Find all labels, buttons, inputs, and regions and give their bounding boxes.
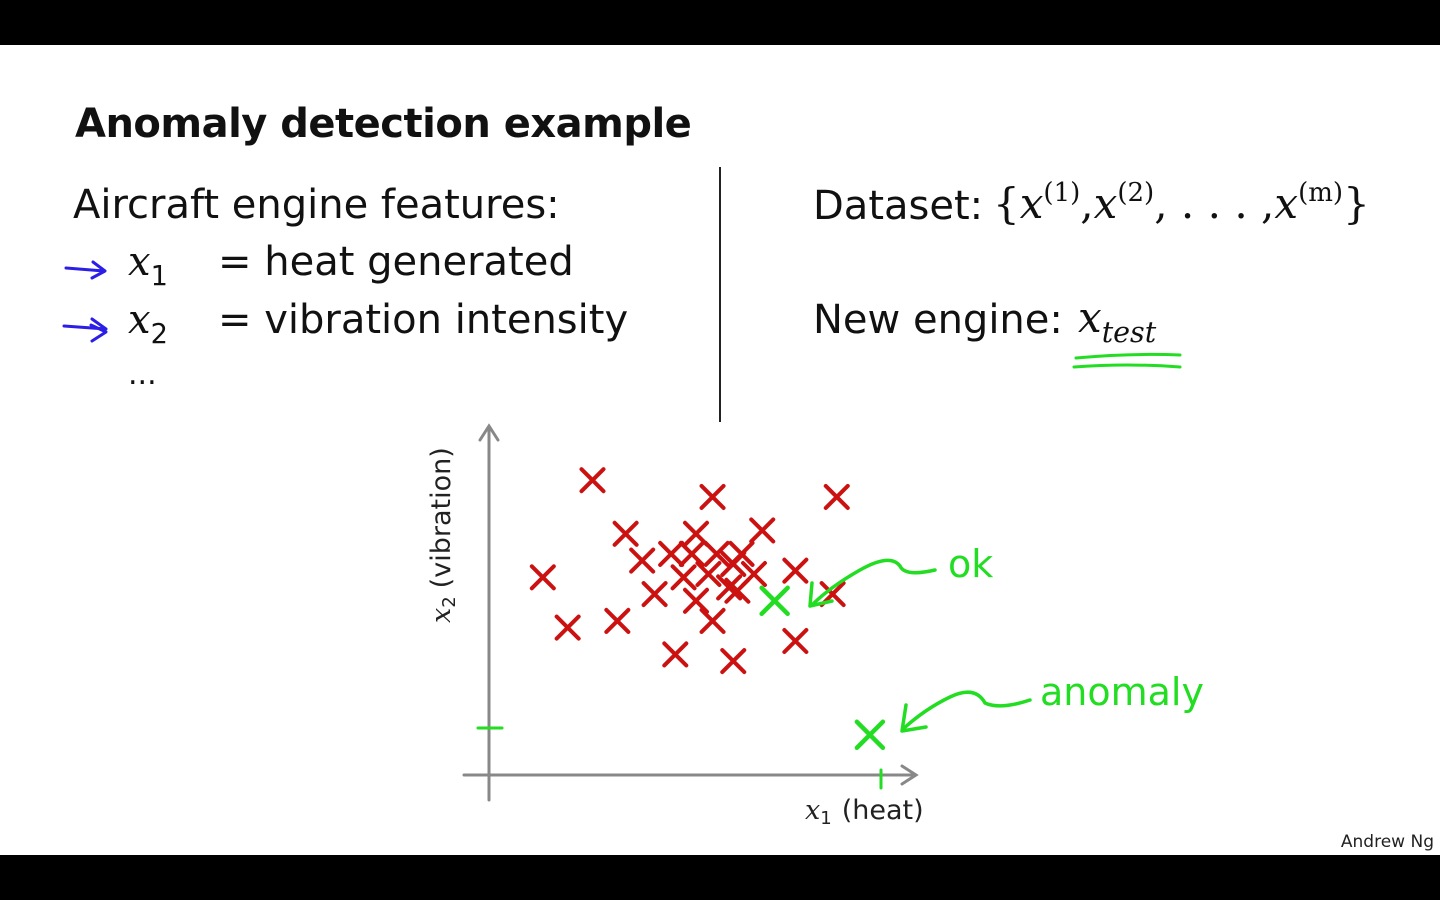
feature-x1-variable: x1 [128,239,168,292]
training-point-11 [720,550,747,577]
x-axis-label-text: (heat) [842,795,924,826]
training-point-9 [703,540,730,567]
x-axis-label: x1 (heat) [805,795,924,829]
training-point-23 [699,607,726,634]
training-point-19 [641,581,668,608]
xtest-variable: xtest [1078,293,1156,349]
set-dots: , . . . , [1154,179,1275,228]
training-point-26 [662,641,689,668]
y-axis-label-text: (vibration) [426,447,457,588]
training-point-10 [629,547,656,574]
test-point-0 [759,585,790,617]
set-sup-m: (m) [1298,178,1344,209]
training-point-8 [678,540,705,567]
arrow-x2-icon [62,317,108,343]
set-sup-2: (2) [1117,178,1155,209]
set-sup-1: (1) [1043,178,1081,209]
y-axis-arrowhead-icon [478,423,500,442]
slide-drawing: x1 (heat) x2(vibration) ok anomaly [62,260,1204,829]
feature-x2-sub: 2 [150,318,168,350]
training-point-3 [612,520,639,547]
anomaly-arrow-icon [900,690,1032,733]
training-point-5 [749,517,776,544]
training-point-25 [782,628,809,654]
training-point-1 [699,483,726,510]
training-point-22 [604,607,631,634]
letterbox-bottom [0,855,1440,900]
test-point-1 [854,719,886,751]
training-point-18 [724,577,751,604]
xtest-var: x [1078,293,1102,342]
training-point-7 [658,540,685,567]
x-axis-label-var: x [805,795,820,826]
training-point-24 [554,614,581,641]
training-point-14 [695,561,722,587]
xtest-underline-icon [1072,352,1182,369]
set-var-1: x [1019,179,1044,228]
features-ellipsis: ... [128,357,157,392]
feature-x1-description: = heat generated [218,239,574,285]
x-axis-arrowhead-icon [900,764,919,786]
ok-arrow-icon [808,558,937,608]
set-close-brace: } [1343,179,1370,228]
set-open-brace: { [993,179,1020,228]
feature-x1-sub: 1 [150,260,168,292]
y-axis-label: x2 (vibration) [426,447,460,623]
training-point-2 [823,483,850,510]
training-point-27 [720,648,747,675]
ok-annotation: ok [948,542,993,586]
scatter-points [529,467,886,751]
slide-title: Anomaly detection example [75,101,692,147]
training-point-13 [670,564,697,591]
feature-x2-variable: x2 [128,297,168,350]
chart-axes [462,423,919,802]
features-heading: Aircraft engine features: [73,182,560,228]
test-point-axis-ticks [476,726,883,790]
x-axis-label-sub: 1 [820,808,831,829]
slide: Anomaly detection example Aircraft engin… [0,45,1440,855]
arrow-x1-icon [64,260,107,280]
training-point-17 [716,574,743,601]
feature-x2-var: x [128,297,151,343]
training-point-0 [579,467,606,494]
xtest-sub: test [1101,314,1157,349]
training-point-16 [529,564,556,591]
feature-x1-var: x [128,239,151,285]
column-divider [719,167,721,422]
dataset-set: {x(1),x(2), . . . ,x(m)} [993,178,1370,228]
training-point-21 [683,587,709,614]
new-engine-label: New engine: [813,297,1063,343]
anomaly-annotation: anomaly [1040,670,1204,714]
letterbox-top [0,0,1440,45]
author-watermark: Andrew Ng [1340,832,1434,852]
y-axis-label-var: x [426,608,457,623]
set-var-2: x [1093,179,1118,228]
dataset-label: Dataset: [813,183,984,229]
set-var-m: x [1274,179,1299,228]
y-axis-label-sub: 2 [439,596,460,607]
training-point-12 [782,557,809,584]
feature-x2-description: = vibration intensity [218,297,629,343]
